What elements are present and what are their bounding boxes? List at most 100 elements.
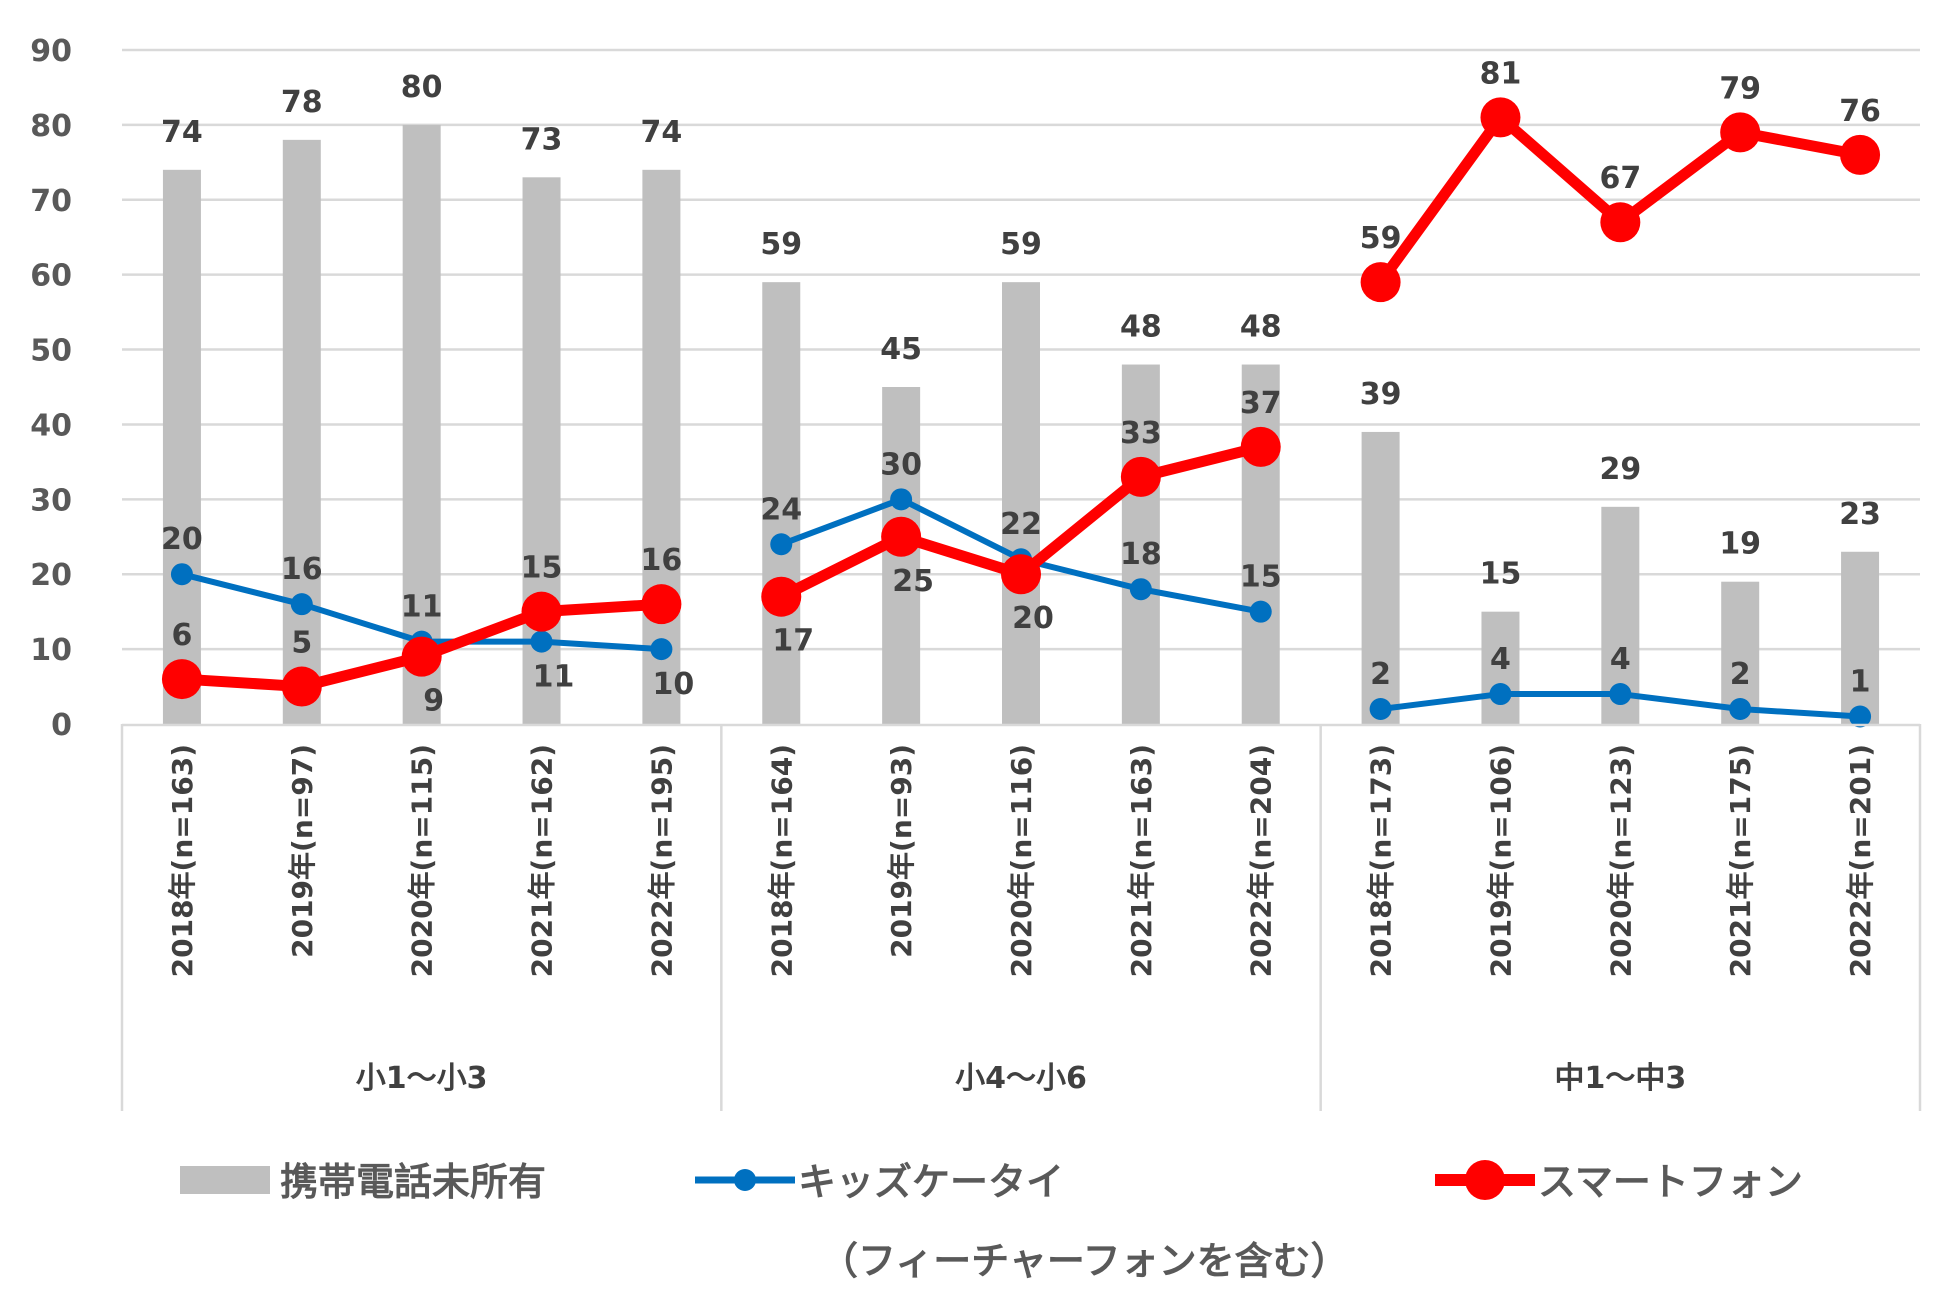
kids-phone-data-label: 15 <box>1240 560 1282 595</box>
y-tick-label: 70 <box>30 184 72 219</box>
smartphone-data-label: 5 <box>291 626 312 661</box>
bar-data-label: 74 <box>641 115 683 150</box>
bar <box>162 169 201 725</box>
bar <box>762 282 801 724</box>
smartphone-marker <box>161 659 202 700</box>
kids-phone-data-label: 1 <box>1850 665 1871 700</box>
y-tick-label: 60 <box>30 259 72 294</box>
smartphone-data-label: 67 <box>1599 161 1641 196</box>
bar-data-label: 19 <box>1719 527 1761 562</box>
smartphone-data-label: 79 <box>1719 71 1761 106</box>
bar-data-label: 59 <box>1000 227 1042 262</box>
x-tick-label: 2022年(n=195) <box>645 744 678 977</box>
bar-data-label: 15 <box>1480 557 1522 592</box>
bar-data-label: 39 <box>1360 377 1402 412</box>
kids-phone-data-label: 4 <box>1610 642 1631 677</box>
x-tick-label: 2022年(n=201) <box>1844 744 1877 977</box>
legend: 携帯電話未所有 キッズケータイ （フィーチャーフォンを含む） スマートフォン <box>180 1160 1803 1283</box>
kids-phone-marker <box>530 630 553 653</box>
x-tick-label: 2019年(n=93) <box>885 744 918 958</box>
smartphone-marker <box>1480 97 1521 138</box>
smartphone-data-label: 17 <box>772 624 814 659</box>
kids-phone-marker <box>1129 578 1152 601</box>
x-tick-label: 2022年(n=204) <box>1245 744 1278 977</box>
x-tick-label: 2020年(n=116) <box>1005 744 1038 977</box>
y-tick-label: 50 <box>30 334 72 369</box>
kids-phone-marker <box>770 533 793 556</box>
bar-data-label: 45 <box>880 332 922 367</box>
bar-data-label: 48 <box>1120 310 1162 345</box>
x-tick-label: 2019年(n=97) <box>286 744 319 958</box>
smartphone-marker <box>641 584 682 625</box>
y-tick-label: 10 <box>30 633 72 668</box>
kids-phone-data-label: 11 <box>401 590 443 625</box>
y-tick-label: 90 <box>30 34 72 69</box>
legend-label-smartphone: スマートフォン <box>1538 1160 1803 1204</box>
kids-phone-data-label: 22 <box>1000 507 1042 542</box>
x-tick-label: 2018年(n=163) <box>166 744 199 977</box>
smartphone-marker <box>1840 134 1881 175</box>
legend-label-kids-phone-note: （フィーチャーフォンを含む） <box>820 1239 1349 1283</box>
y-tick-label: 80 <box>30 109 72 144</box>
kids-phone-data-label: 11 <box>533 660 575 695</box>
kids-phone-marker <box>1609 683 1632 706</box>
bar <box>1002 282 1040 724</box>
kids-phone-data-label: 10 <box>653 667 695 702</box>
kids-phone-data-label: 16 <box>281 552 323 587</box>
kids-phone-marker <box>650 638 673 661</box>
bar-data-label: 59 <box>760 227 802 262</box>
smartphone-data-label: 9 <box>423 684 444 719</box>
legend-marker-smartphone <box>1465 1160 1505 1200</box>
kids-phone-data-label: 2 <box>1730 657 1751 692</box>
smartphone-marker <box>1001 554 1041 595</box>
y-tick-label: 20 <box>30 558 72 593</box>
kids-phone-data-label: 2 <box>1370 657 1391 692</box>
kids-phone-marker <box>1249 600 1272 623</box>
x-tick-label: 2020年(n=123) <box>1604 744 1637 977</box>
smartphone-marker <box>1720 112 1761 153</box>
smartphone-data-label: 59 <box>1360 221 1402 256</box>
smartphone-data-label: 20 <box>1012 601 1054 636</box>
legend-label-no-phone: 携帯電話未所有 <box>280 1160 546 1204</box>
bar-data-label: 74 <box>161 115 203 150</box>
smartphone-marker <box>761 576 802 617</box>
x-tick-label: 2021年(n=162) <box>526 744 559 977</box>
kids-phone-data-label: 30 <box>880 447 922 482</box>
bar-data-label: 23 <box>1839 497 1881 532</box>
group-label: 小1～小3 <box>356 1061 488 1096</box>
kids-phone-data-label: 20 <box>161 522 203 557</box>
bar <box>1841 551 1880 724</box>
smartphone-data-label: 16 <box>641 543 683 578</box>
smartphone-data-label: 76 <box>1839 94 1881 129</box>
kids-phone-marker <box>170 563 193 586</box>
kids-phone-marker <box>890 488 913 511</box>
kids-phone-marker <box>1849 705 1872 728</box>
x-tick-label: 2019年(n=106) <box>1484 744 1517 977</box>
line-series <box>161 97 1881 728</box>
kids-phone-marker <box>1369 698 1392 721</box>
smartphone-data-label: 81 <box>1480 56 1522 91</box>
x-tick-label: 2018年(n=164) <box>765 744 798 977</box>
bar-data-label: 48 <box>1240 310 1282 345</box>
group-label: 小4～小6 <box>955 1061 1087 1096</box>
smartphone-marker <box>1120 456 1161 497</box>
smartphone-data-label: 33 <box>1120 416 1162 451</box>
kids-phone-marker <box>1489 683 1512 706</box>
smartphone-marker <box>281 666 322 707</box>
y-tick-label: 30 <box>30 483 72 518</box>
bar <box>1481 611 1520 724</box>
bar <box>642 169 681 725</box>
bar-data-label: 29 <box>1599 452 1641 487</box>
kids-phone-marker <box>290 593 313 616</box>
smartphone-marker <box>881 516 922 557</box>
legend-marker-kids-phone <box>734 1169 756 1191</box>
kids-phone-data-label: 18 <box>1120 537 1162 572</box>
x-tick-label: 2021年(n=163) <box>1125 744 1158 977</box>
smartphone-marker <box>1360 262 1401 303</box>
smartphone-data-label: 15 <box>521 551 563 586</box>
y-tick-label: 0 <box>51 708 72 743</box>
bar <box>1241 364 1280 724</box>
x-tick-label: 2021年(n=175) <box>1724 744 1757 977</box>
